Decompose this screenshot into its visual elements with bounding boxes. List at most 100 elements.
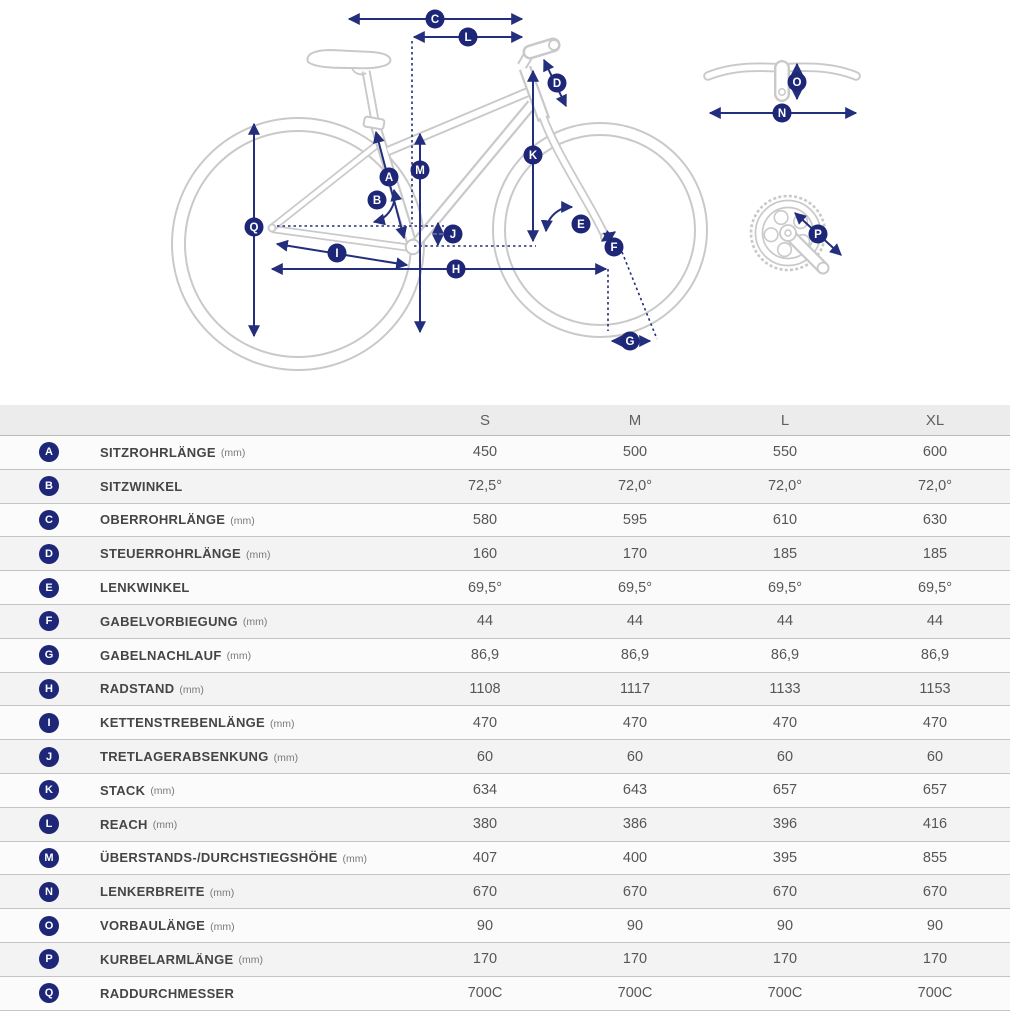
geometry-table: S M L XL A SITZROHRLÄNGE (mm) 450 500 55…	[0, 405, 1010, 1011]
row-label-cell: G GABELNACHLAUF (mm)	[0, 639, 410, 672]
row-label: LENKWINKEL	[100, 580, 190, 596]
value-m: 1117	[619, 680, 651, 697]
value-l: 44	[776, 613, 794, 630]
value-s: 670	[472, 883, 498, 900]
value-xl: 72,0°	[917, 478, 953, 495]
value-xl: 657	[922, 782, 948, 799]
column-header-s: S	[479, 411, 490, 429]
value-s: 160	[472, 545, 498, 562]
value-s: 450	[472, 444, 498, 461]
seat-stay	[270, 136, 386, 231]
row-label-cell: B SITZWINKEL	[0, 470, 410, 503]
row-unit: (mm)	[230, 514, 255, 527]
value-l: 185	[772, 545, 798, 562]
dim-badge-n: N	[772, 103, 792, 123]
value-l: 90	[776, 917, 794, 934]
value-m: 386	[622, 816, 648, 833]
column-header-m: M	[628, 411, 642, 429]
row-letter-badge: O	[39, 915, 59, 936]
dim-badge-l: L	[458, 27, 478, 47]
value-m: 595	[622, 511, 648, 528]
svg-text:H: H	[452, 264, 460, 276]
dim-badge-a: A	[379, 167, 399, 187]
row-label: RADSTAND	[100, 681, 175, 697]
row-unit: (mm)	[179, 683, 204, 696]
value-xl: 185	[922, 545, 948, 562]
value-l: 72,0°	[767, 478, 803, 495]
header-empty-cell	[0, 405, 410, 435]
dim-badge-c: C	[425, 9, 445, 29]
handlebar-top-view	[703, 60, 861, 102]
table-row: C OBERROHRLÄNGE (mm) 580 595 610 630	[0, 503, 1010, 538]
value-m: 90	[626, 917, 644, 934]
row-label-cell: J TRETLAGERABSENKUNG (mm)	[0, 740, 410, 773]
row-label: REACH	[100, 816, 148, 832]
bike-side-view	[171, 37, 708, 371]
row-label: OBERROHRLÄNGE	[100, 512, 226, 528]
value-m: 44	[626, 613, 644, 630]
row-letter-badge: F	[39, 611, 59, 632]
table-row: G GABELNACHLAUF (mm) 86,9 86,9 86,9 86,9	[0, 638, 1010, 673]
dim-badge-i: I	[327, 243, 347, 263]
row-unit: (mm)	[270, 717, 295, 730]
value-l: 60	[776, 748, 794, 765]
row-unit: (mm)	[273, 751, 299, 764]
dim-badge-m: M	[410, 160, 430, 180]
dim-badge-k: K	[523, 145, 543, 165]
value-xl: 470	[922, 714, 948, 731]
row-unit: (mm)	[209, 886, 235, 899]
value-m: 86,9	[620, 647, 650, 664]
value-xl: 600	[922, 444, 948, 461]
row-label-cell: L REACH (mm)	[0, 808, 410, 841]
row-letter-badge: P	[39, 949, 59, 970]
svg-text:G: G	[626, 336, 635, 348]
rear-dropout	[267, 223, 277, 233]
row-unit: (mm)	[238, 954, 263, 967]
row-label-cell: F GABELVORBIEGUNG (mm)	[0, 605, 410, 638]
row-label: GABELNACHLAUF	[100, 647, 222, 663]
row-label-cell: Q RADDURCHMESSER	[0, 977, 410, 1010]
row-label: VORBAULÄNGE	[100, 918, 206, 934]
value-m: 500	[622, 444, 648, 461]
row-unit: (mm)	[242, 616, 268, 629]
row-label: ÜBERSTANDS-/DURCHSTIEGSHÖHE	[100, 850, 338, 866]
dim-arc-e	[540, 200, 574, 233]
value-m: 670	[622, 883, 648, 900]
row-label: TRETLAGERABSENKUNG	[100, 749, 269, 765]
geometry-diagram: A B C D E F G H I J K L M N O P Q	[0, 0, 1010, 405]
value-s: 407	[472, 849, 498, 866]
dim-badge-b: B	[367, 190, 387, 210]
bike-geometry-svg: A B C D E F G H I J K L M N O P Q	[171, 9, 861, 371]
value-s: 69,5°	[467, 579, 503, 596]
row-label: KETTENSTREBENLÄNGE	[100, 715, 266, 731]
table-row: Q RADDURCHMESSER 700C 700C 700C 700C	[0, 976, 1010, 1011]
value-l: 395	[772, 849, 798, 866]
dim-badge-h: H	[446, 259, 466, 279]
value-m: 700C	[617, 985, 653, 1002]
value-s: 44	[476, 613, 494, 630]
row-label-cell: E LENKWINKEL	[0, 571, 410, 604]
row-label: KURBELARMLÄNGE	[100, 951, 234, 967]
row-label: SITZROHRLÄNGE	[100, 444, 216, 460]
handlebar-grip	[522, 37, 561, 60]
svg-text:P: P	[814, 229, 822, 241]
seatpost	[361, 70, 381, 127]
value-m: 643	[622, 782, 648, 799]
svg-text:F: F	[610, 242, 617, 254]
dim-badge-p: P	[808, 224, 828, 244]
row-letter-badge: N	[39, 881, 59, 902]
row-letter-badge: L	[39, 814, 59, 835]
value-s: 72,5°	[467, 478, 503, 495]
dimension-badges: A B C D E F G H I J K L M N O P Q	[244, 9, 828, 351]
down-tube	[409, 100, 537, 250]
row-unit: (mm)	[210, 920, 235, 933]
row-label: STACK	[100, 782, 146, 798]
dim-badge-e: E	[571, 214, 591, 234]
value-xl: 1153	[919, 680, 951, 697]
bottom-bracket	[404, 238, 422, 256]
row-label-cell: C OBERROHRLÄNGE (mm)	[0, 504, 410, 537]
value-l: 470	[772, 714, 798, 731]
table-row: N LENKERBREITE (mm) 670 670 670 670	[0, 875, 1010, 910]
row-label-cell: H RADSTAND (mm)	[0, 673, 410, 706]
value-l: 550	[772, 444, 798, 461]
